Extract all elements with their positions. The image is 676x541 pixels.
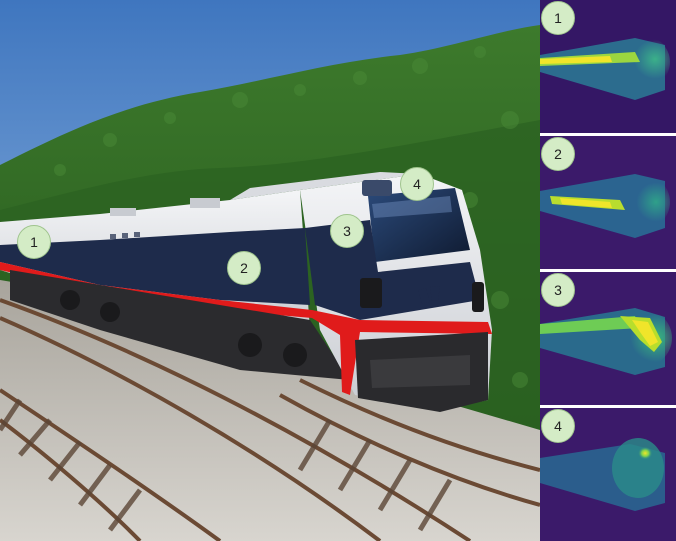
panel-1-label: 1: [541, 1, 575, 35]
nose-logo: [418, 286, 440, 304]
marker-1: 1: [17, 225, 51, 259]
train-scene: [0, 0, 540, 541]
attention-map-2: 2: [540, 136, 676, 269]
ballast: [0, 280, 540, 541]
marker-2: 2: [227, 251, 261, 285]
attention-map-4: 4: [540, 408, 676, 541]
attention-panels: 1 2: [540, 0, 676, 541]
marker-4: 4: [400, 167, 434, 201]
panel-2-label: 2: [541, 137, 575, 171]
panel-4-label: 4: [541, 409, 575, 443]
rails: [0, 298, 540, 541]
panel-3-label: 3: [541, 273, 575, 307]
train-photo: 1 2 3 4: [0, 0, 540, 541]
attention-map-1: 1: [540, 0, 676, 133]
marker-3: 3: [330, 214, 364, 248]
attention-map-3: 3: [540, 272, 676, 405]
